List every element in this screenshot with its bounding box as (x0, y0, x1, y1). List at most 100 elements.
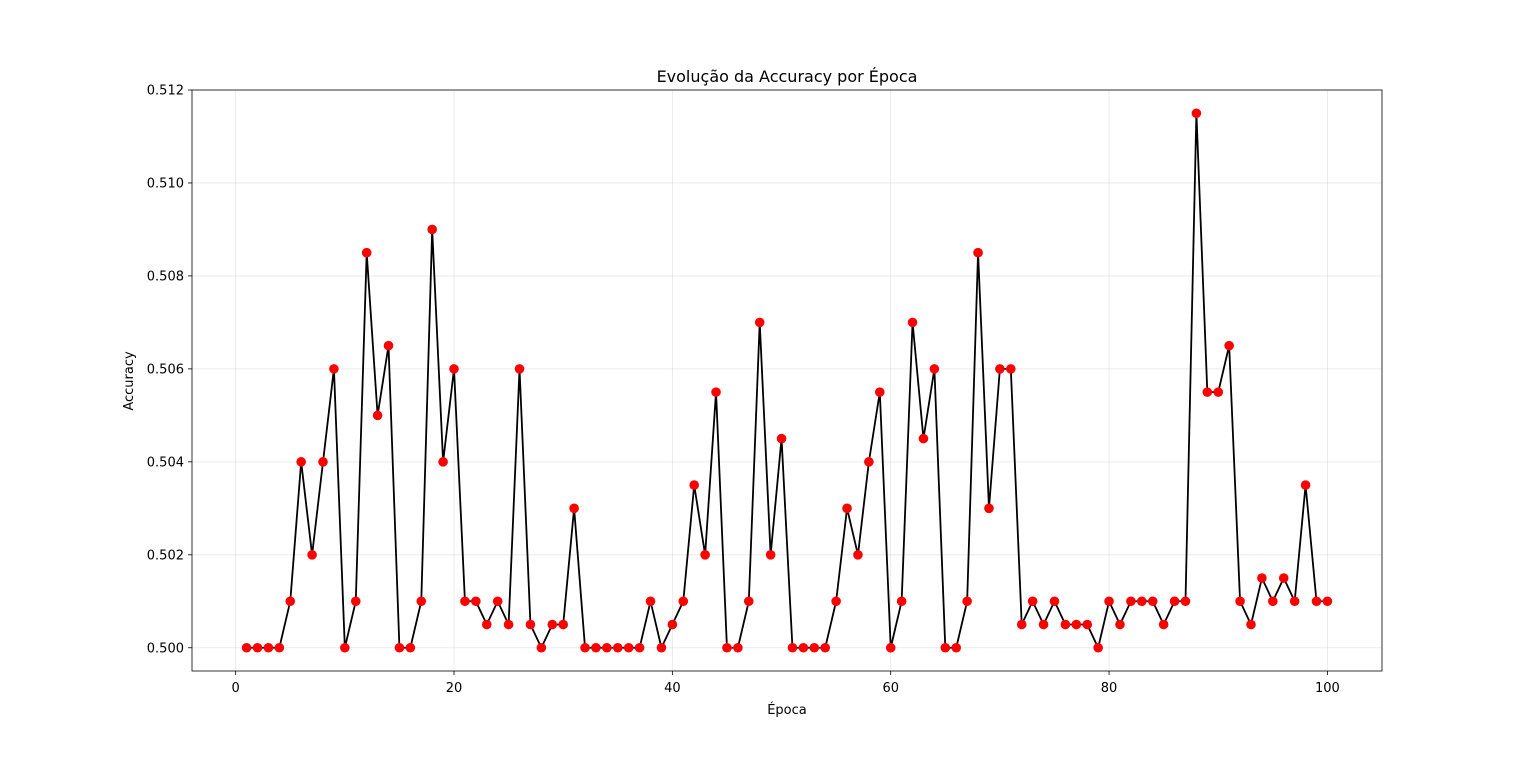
data-point-marker (896, 596, 907, 607)
data-point-marker (449, 364, 459, 374)
data-point-marker (285, 596, 296, 607)
data-point-marker (1082, 619, 1093, 630)
y-axis-ticks: 0.500 0.502 0.504 0.506 0.508 0.510 0.512 (147, 84, 192, 656)
x-tick-label: 80 (1101, 681, 1118, 696)
data-point-marker (361, 247, 372, 258)
series-accuracy (241, 108, 1333, 653)
data-point-marker (405, 642, 416, 653)
data-point-marker (1093, 642, 1103, 653)
data-point-marker (1278, 573, 1289, 583)
data-point-marker (874, 387, 885, 397)
data-point-marker (1027, 596, 1038, 607)
data-point-marker (1322, 596, 1333, 607)
x-axis-ticks: 0 20 40 60 80 100 (232, 671, 1340, 696)
data-point-marker (438, 457, 448, 467)
chart-title: Evolução da Accuracy por Época (657, 67, 918, 86)
x-axis-label: Época (767, 702, 807, 718)
data-point-marker (372, 410, 383, 421)
data-point-marker (340, 642, 350, 653)
data-point-marker (1049, 596, 1060, 607)
data-point-marker (700, 550, 710, 560)
data-point-marker (318, 457, 328, 467)
data-point-marker (962, 596, 972, 607)
data-point-marker (820, 642, 831, 653)
data-point-marker (743, 596, 754, 607)
data-point-marker (591, 642, 601, 653)
x-tick-label: 100 (1315, 681, 1340, 696)
x-tick-label: 60 (882, 681, 899, 696)
y-tick-label: 0.500 (147, 641, 184, 656)
data-point-marker (678, 596, 689, 607)
data-point-marker (1104, 596, 1114, 607)
plot-area-frame (191, 89, 1383, 672)
data-point-marker (1191, 108, 1202, 119)
data-point-marker (1180, 596, 1191, 607)
data-point-marker (1006, 364, 1016, 374)
data-point-marker (329, 364, 339, 374)
data-point-marker (1257, 573, 1267, 583)
data-point-marker (1300, 480, 1311, 490)
data-point-marker (776, 433, 787, 444)
y-axis-label: Accuracy (122, 351, 137, 411)
data-point-marker (798, 642, 809, 653)
data-point-marker (1137, 596, 1147, 607)
data-point-marker (1038, 619, 1049, 630)
data-point-marker (711, 387, 721, 397)
data-point-marker (853, 550, 863, 560)
data-point-marker (809, 642, 820, 653)
data-point-marker (241, 642, 252, 653)
accuracy-series-line (246, 112, 1328, 649)
y-tick-label: 0.502 (147, 548, 184, 563)
data-point-marker (733, 642, 743, 653)
data-point-marker (831, 596, 841, 607)
data-point-marker (263, 642, 274, 653)
x-tick-label: 20 (446, 681, 463, 696)
data-point-marker (1060, 619, 1071, 630)
data-point-marker (1115, 619, 1125, 630)
data-point-marker (907, 317, 918, 328)
data-point-marker (864, 457, 874, 467)
data-point-marker (252, 642, 263, 653)
data-point-marker (307, 550, 317, 560)
data-point-marker (1224, 340, 1234, 351)
data-point-marker (667, 619, 678, 630)
data-point-marker (951, 642, 962, 653)
data-point-marker (612, 642, 623, 653)
data-point-marker (514, 364, 525, 374)
data-point-marker (580, 642, 590, 653)
data-point-marker (1158, 619, 1169, 630)
data-point-marker (645, 596, 656, 607)
data-point-marker (1289, 596, 1300, 607)
data-point-marker (940, 642, 951, 653)
data-point-marker (634, 642, 645, 653)
data-point-marker (481, 619, 492, 630)
x-tick-label: 40 (664, 681, 681, 696)
data-point-marker (503, 619, 514, 630)
data-point-marker (274, 642, 285, 653)
data-point-marker (525, 619, 536, 630)
data-point-marker (1169, 596, 1180, 607)
data-point-marker (918, 433, 929, 444)
data-point-marker (885, 642, 896, 653)
data-point-marker (689, 480, 700, 490)
data-point-marker (547, 619, 558, 630)
data-point-marker (656, 642, 667, 653)
x-tick-label: 0 (232, 681, 240, 696)
data-point-marker (1071, 619, 1082, 630)
data-point-marker (973, 247, 983, 258)
data-point-marker (394, 642, 405, 653)
data-point-marker (296, 457, 306, 467)
data-point-marker (984, 503, 994, 514)
data-point-marker (623, 642, 634, 653)
data-point-marker (492, 596, 503, 607)
data-point-marker (929, 364, 940, 374)
data-point-marker (1147, 596, 1158, 607)
data-point-marker (602, 642, 612, 653)
data-point-marker (1235, 596, 1245, 607)
y-tick-label: 0.510 (147, 176, 184, 191)
data-point-marker (1246, 619, 1256, 630)
data-point-marker (460, 596, 470, 607)
data-point-marker (754, 317, 765, 328)
